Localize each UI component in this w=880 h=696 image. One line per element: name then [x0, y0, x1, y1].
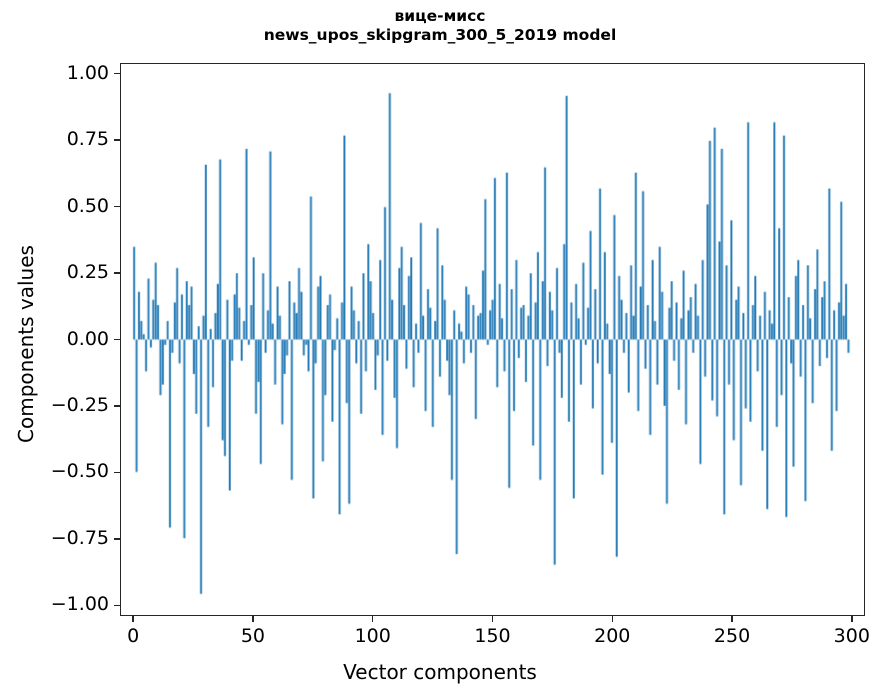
y-axis-label: Components values [14, 245, 38, 443]
y-tick-mark [114, 205, 120, 208]
x-tick-label: 100 [354, 625, 391, 647]
bar-series-canvas [121, 64, 864, 615]
y-tick-label: −0.25 [50, 393, 109, 416]
plot-axes [120, 63, 865, 616]
chart-title-line-1: вице-мисс [394, 7, 486, 25]
x-tick-label: 300 [833, 625, 870, 647]
x-tick-label: 250 [713, 625, 751, 647]
chart-title-line-2: news_upos_skipgram_300_5_2019 model [263, 26, 617, 44]
x-tick-label: 150 [474, 625, 511, 647]
x-tick-mark [491, 616, 494, 622]
x-tick-label: 0 [127, 625, 140, 647]
x-tick-label: 50 [240, 625, 266, 647]
y-tick-label: 0.00 [66, 327, 109, 350]
x-tick-mark [731, 616, 733, 622]
y-tick-mark [114, 471, 120, 474]
y-tick-mark [114, 338, 120, 341]
y-tick-label: 1.00 [66, 61, 109, 84]
x-tick-mark [851, 616, 853, 622]
x-axis-label: Vector components [343, 660, 537, 684]
x-tick-mark [132, 616, 134, 622]
y-tick-mark [114, 538, 120, 540]
y-tick-mark [114, 272, 120, 274]
y-tick-mark [114, 604, 120, 607]
y-tick-label: −1.00 [50, 593, 109, 616]
y-tick-label: −0.75 [50, 526, 109, 549]
x-tick-mark [372, 616, 374, 622]
y-tick-label: 0.75 [66, 128, 109, 151]
chart-title: вице-мисс news_upos_skipgram_300_5_2019 … [0, 7, 880, 45]
y-tick-label: 0.50 [66, 194, 109, 217]
y-tick-mark [114, 72, 120, 75]
x-tick-label: 200 [594, 625, 631, 647]
y-tick-mark [114, 405, 120, 407]
x-tick-mark [252, 616, 254, 622]
y-tick-label: −0.50 [50, 460, 109, 483]
y-tick-label: 0.25 [66, 261, 109, 284]
x-tick-mark [611, 616, 613, 622]
y-tick-mark [114, 139, 120, 141]
